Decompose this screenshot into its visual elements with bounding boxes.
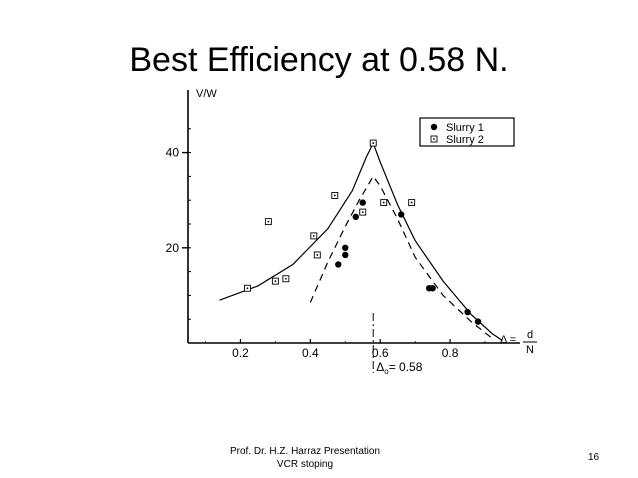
slurry-2-point <box>271 277 279 285</box>
marker-dot <box>312 235 315 237</box>
chart-curves <box>219 141 503 342</box>
x-tick-label: 0.2 <box>232 346 249 360</box>
page-number: 16 <box>588 452 600 463</box>
marker-dot <box>274 280 277 283</box>
slurry-2-point <box>313 251 321 259</box>
marker-dot <box>316 254 319 256</box>
x-tick-label: 0.8 <box>442 346 459 360</box>
marker-dot <box>382 201 385 204</box>
x-tick-label: 0.4 <box>302 346 319 360</box>
legend-label: Slurry 1 <box>446 122 484 134</box>
slurry-1-point <box>352 213 359 221</box>
marker-dot <box>267 220 270 223</box>
y-tick-label: 20 <box>166 241 180 255</box>
slurry-2-point <box>359 208 367 216</box>
footer: Prof. Dr. H.Z. Harraz Presentation VCR s… <box>215 445 395 471</box>
slide-title: Best Efficiency at 0.58 N. <box>129 41 509 79</box>
footer-presenter: Prof. Dr. H.Z. Harraz Presentation <box>229 446 381 457</box>
legend-label: Slurry 2 <box>446 134 484 146</box>
slurry-2-point <box>310 232 318 240</box>
marker-dot <box>433 138 435 140</box>
marker-dot <box>361 211 364 213</box>
slurry-2-point <box>243 284 251 292</box>
dashed-curve <box>309 175 493 339</box>
slurry-1-point <box>397 211 405 218</box>
chart-labels: 20 40 0.2 0.4 0.6 0.8 V/W Δ = dN Δo= 0.58 <box>166 88 537 376</box>
slurry-1-point <box>342 244 349 251</box>
legend-marker <box>430 135 438 143</box>
x-axis-label-numerator: d <box>527 329 533 341</box>
slurry-2-point <box>380 199 388 207</box>
slurry-2-point <box>282 275 290 283</box>
slurry-1-point <box>359 199 366 206</box>
x-tick-label: 0.6 <box>372 346 389 360</box>
legend-marker <box>430 123 438 131</box>
slurry-2-point <box>264 218 272 226</box>
slurry-1-point <box>342 251 349 259</box>
x-axis-label-prefix: Δ = <box>500 334 516 346</box>
x-axis-label-denominator: N <box>526 344 534 356</box>
solid-curve <box>219 141 503 342</box>
chart-axes <box>182 90 520 344</box>
marker-dot <box>284 277 287 280</box>
slurry-1-point <box>335 261 342 268</box>
slurry-2-point <box>331 191 339 199</box>
y-tick-label: 40 <box>166 146 180 160</box>
slurry-2-point <box>369 139 377 147</box>
slurry-1-point <box>464 308 471 316</box>
marker-dot <box>333 194 336 197</box>
marker-dot <box>372 142 375 144</box>
marker-dot <box>246 287 249 290</box>
y-axis-label: V/W <box>196 88 217 100</box>
marker-dot <box>410 201 413 204</box>
footer-subtitle: VCR stoping <box>276 459 334 470</box>
chart-points <box>243 139 482 325</box>
slurry-1-point <box>429 285 436 292</box>
optimum-label: Δo= 0.58 <box>376 360 422 376</box>
slurry-2-point <box>408 199 416 207</box>
slurry-1-point <box>474 318 482 325</box>
